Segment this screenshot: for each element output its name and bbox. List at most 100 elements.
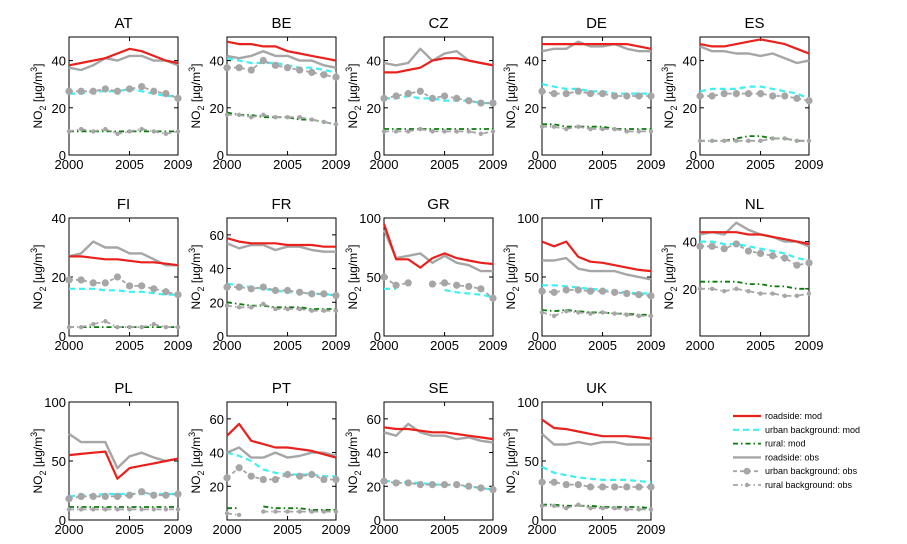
y-tick-label: 0 (59, 513, 66, 528)
series-rural-background-obs (539, 502, 654, 512)
series-line (700, 240, 810, 262)
x-tick-label: 2009 (164, 157, 193, 172)
data-point (236, 512, 242, 518)
y-tick-label: 50 (367, 270, 381, 285)
data-point (454, 129, 459, 134)
series-line (226, 50, 337, 69)
series-rural-background-obs (66, 126, 181, 136)
series-line (227, 286, 337, 297)
y-tick-label: 0 (690, 148, 697, 163)
series-line (700, 137, 809, 142)
data-point (588, 311, 593, 316)
data-point (636, 129, 642, 134)
data-point (115, 507, 120, 512)
panel-title: IT (590, 196, 603, 213)
data-point (489, 294, 497, 302)
data-point (806, 138, 812, 144)
data-point (612, 311, 617, 316)
series-roadside-mod (699, 38, 810, 55)
legend-label: roadside: mod (765, 411, 822, 421)
series-line (700, 231, 810, 246)
data-point (297, 115, 302, 120)
panel-be: BE 2000 2005 2009 0 20 40 NO2 [µg/m3] (187, 15, 350, 172)
data-point (708, 242, 716, 250)
data-point (223, 283, 231, 291)
series-line (226, 57, 337, 74)
series-line (383, 480, 494, 491)
series-line (69, 87, 178, 98)
series-rural-mod (226, 111, 337, 126)
series-roadside-mod (382, 223, 494, 269)
data-point (223, 474, 231, 482)
data-point (404, 479, 412, 487)
x-tick-label: 2000 (55, 338, 84, 353)
series-line (699, 221, 810, 248)
series-line (68, 432, 179, 470)
panel-title: UK (586, 380, 607, 397)
data-point (223, 64, 231, 72)
data-point (611, 92, 619, 100)
data-point (77, 87, 85, 95)
data-point (418, 126, 423, 132)
data-point (247, 66, 255, 74)
data-point (285, 509, 290, 514)
panel-pt: PT 2000 2005 2009 20 40 60 NO2 [µg/m3] (187, 380, 350, 537)
x-tick-label: 2009 (322, 338, 351, 353)
data-point (782, 293, 787, 299)
y-tick-label: 40 (367, 54, 381, 69)
series-rural-mod (542, 503, 652, 510)
data-point (805, 97, 813, 105)
series-roadside-mod (541, 240, 652, 273)
data-point (113, 273, 122, 281)
data-point (696, 92, 704, 100)
legend-item: rural background: obs (733, 480, 853, 490)
data-point (271, 61, 280, 69)
series-rural-mod (700, 280, 809, 290)
panel-es: ES 2000 2005 2009 0 20 40 NO2 [µg/m3] (660, 15, 823, 172)
data-point (647, 292, 655, 300)
data-point (333, 122, 339, 127)
y-tick-label: 20 (367, 479, 381, 494)
data-point (174, 94, 182, 102)
data-point (781, 254, 789, 262)
y-tick-label: 40 (210, 446, 224, 461)
series-line (541, 418, 652, 440)
x-tick-label: 2000 (213, 157, 242, 172)
y-tick-label: 50 (525, 270, 539, 285)
x-tick-label: 2000 (55, 522, 84, 537)
data-point (551, 124, 557, 129)
y-axis-label: NO2 [µg/m3] (502, 245, 521, 310)
data-point (770, 291, 775, 296)
series-urban-background-mod (700, 240, 810, 262)
data-point (285, 115, 290, 120)
data-point (249, 115, 254, 120)
data-point (78, 324, 84, 330)
axes-box (383, 217, 494, 337)
series-urban-background-mod (226, 451, 336, 478)
data-point (758, 138, 763, 144)
series-urban-background-mod (541, 83, 651, 95)
series-line (68, 490, 179, 500)
data-point (623, 289, 631, 298)
data-point (77, 276, 85, 284)
y-tick-label: 40 (525, 54, 539, 69)
series-rural-background-obs (381, 126, 496, 136)
series-urban-background-mod (542, 284, 651, 295)
y-tick-label: 20 (683, 282, 697, 297)
data-point (416, 87, 424, 95)
series-roadside-obs (382, 229, 493, 273)
panel-cz: CZ 2000 2005 2009 0 20 40 NO2 [µg/m3] (344, 15, 507, 172)
data-point (162, 491, 170, 499)
series-rural-mod (541, 309, 651, 316)
y-tick-label: 40 (210, 262, 224, 277)
data-point (756, 249, 765, 257)
x-tick-label: 2005 (588, 157, 617, 172)
data-point (746, 138, 751, 144)
x-tick-label: 2005 (273, 157, 302, 172)
data-point (539, 503, 545, 509)
data-point (332, 291, 340, 300)
data-point (769, 92, 777, 100)
data-point (453, 281, 461, 289)
data-point (103, 507, 108, 512)
data-point (115, 324, 120, 330)
